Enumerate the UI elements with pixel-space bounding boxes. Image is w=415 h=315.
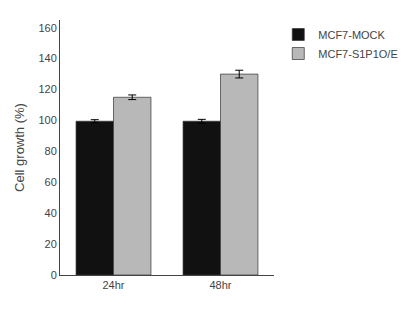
svg-text:100: 100 xyxy=(38,114,56,126)
svg-text:0: 0 xyxy=(51,269,57,281)
svg-text:160: 160 xyxy=(38,22,56,34)
svg-text:80: 80 xyxy=(45,145,57,157)
svg-text:MCF7-S1P1O/E: MCF7-S1P1O/E xyxy=(318,48,397,60)
svg-text:24hr: 24hr xyxy=(102,279,124,291)
svg-text:MCF7-MOCK: MCF7-MOCK xyxy=(318,29,385,41)
svg-text:40: 40 xyxy=(45,207,57,219)
svg-text:20: 20 xyxy=(45,238,57,250)
svg-text:120: 120 xyxy=(38,83,56,95)
svg-text:140: 140 xyxy=(38,52,56,64)
svg-text:60: 60 xyxy=(45,176,57,188)
svg-text:48hr: 48hr xyxy=(209,279,231,291)
svg-text:Cell growth (%): Cell growth (%) xyxy=(12,103,27,192)
